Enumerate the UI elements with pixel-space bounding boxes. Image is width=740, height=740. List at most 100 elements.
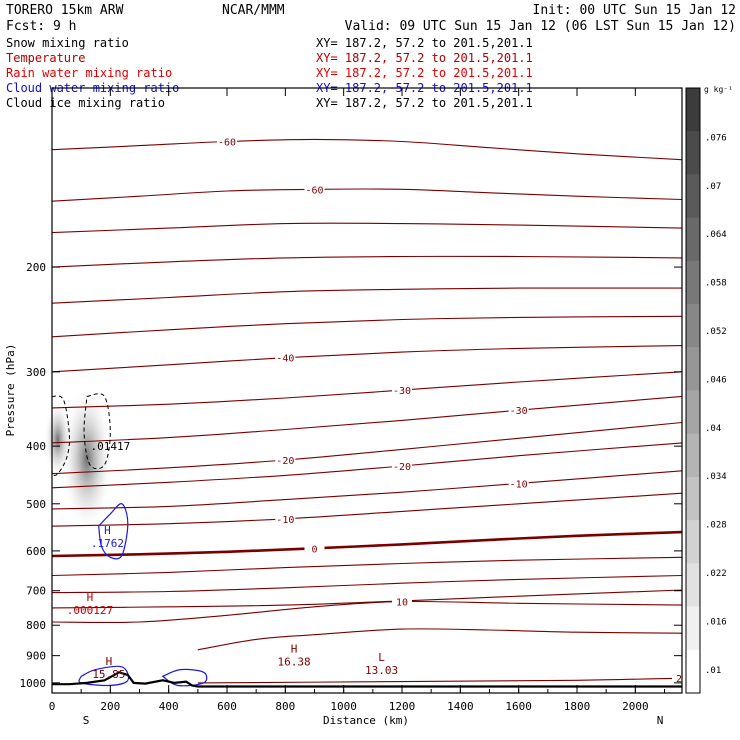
colorbar-tick-label: .016: [705, 617, 727, 627]
temperature-contour: [52, 345, 682, 373]
colorbar-tick-label: .028: [705, 521, 727, 531]
temperature-label-bg: [275, 453, 296, 465]
colorbar-swatch: [686, 304, 700, 348]
forecast-hour: Fcst: 9 h: [6, 19, 76, 34]
y-tick-label: 400: [26, 440, 46, 453]
temperature-contour-label: -60: [305, 185, 323, 196]
legend-field-xy: XY= 187.2, 57.2 to 201.5,201.1: [316, 36, 533, 50]
legend-field-name: Temperature: [6, 51, 85, 65]
colorbar-swatch: [686, 433, 700, 478]
x-endpoint-right: N: [657, 714, 664, 727]
colorbar-swatch: [686, 174, 700, 219]
temperature-contour: [52, 574, 682, 594]
temperature-contour: [197, 677, 682, 684]
y-tick-label: 300: [26, 366, 46, 379]
model-title: TORERO 15km ARW: [6, 3, 124, 18]
extremum-letter: H: [87, 591, 94, 604]
colorbar-tick-label: .046: [705, 375, 727, 385]
init-time: Init: 00 UTC Sun 15 Jan 12: [533, 3, 737, 18]
temperature-label-bg: [304, 183, 325, 195]
center-title: NCAR/MMM: [222, 3, 285, 18]
temperature-contour: [52, 492, 682, 527]
extremum-letter: H: [291, 643, 298, 656]
temperature-contour-label: -20: [393, 462, 411, 473]
x-tick-label: 1000: [330, 700, 357, 713]
colorbar-swatch: [686, 649, 700, 694]
temperature-contour-label: -30: [393, 386, 411, 397]
x-endpoint-left: S: [83, 714, 90, 727]
x-tick-label: 600: [217, 700, 237, 713]
extremum-letter: H: [104, 524, 111, 537]
colorbar-swatch: [686, 520, 700, 564]
x-tick-label: 1800: [564, 700, 591, 713]
temperature-contour: [52, 255, 682, 268]
temperature-contour-label: 0: [311, 544, 317, 555]
extremum-value: 13.03: [365, 664, 398, 677]
colorbar-tick-label: .07: [705, 182, 721, 192]
x-tick-label: 1200: [389, 700, 416, 713]
legend-field-xy: XY= 187.2, 57.2 to 201.5,201.1: [316, 96, 533, 110]
axes: 0 200 400 600 800 1000 1200 1400 1600 1800 2000200…: [20, 88, 682, 713]
temperature-label-bg: [508, 404, 529, 416]
x-tick-label: 2000: [622, 700, 649, 713]
y-tick-label: 500: [26, 498, 46, 511]
colorbar-swatch: [686, 131, 700, 175]
legend-field-xy: XY= 187.2, 57.2 to 201.5,201.1: [316, 51, 533, 65]
temperature-contour: [52, 600, 682, 624]
temperature-contour-label: -30: [510, 406, 528, 417]
x-tick-label: 1400: [447, 700, 474, 713]
temperature-contour-label: -10: [510, 479, 528, 490]
x-tick-label: 0: [49, 700, 56, 713]
legend-field-name: Rain water mixing ratio: [6, 66, 172, 80]
temperature-contour: [52, 589, 682, 609]
extremum-value: 16.38: [278, 656, 311, 669]
colorbar-swatch: [686, 563, 700, 608]
temperature-contour: [52, 188, 682, 202]
temperature-label-bg: [275, 351, 296, 363]
y-tick-label: 700: [26, 585, 46, 598]
legend-field-name: Snow mixing ratio: [6, 36, 129, 50]
snow-shade-edge: [43, 399, 72, 480]
cloud-water-contour: [98, 503, 129, 560]
temperature-contour: [52, 315, 682, 338]
temperature-contour-label: 10: [396, 598, 408, 609]
colorbar-frame: [685, 87, 701, 694]
temperature-label-bg: [392, 384, 412, 396]
x-tick-label: 1600: [505, 700, 532, 713]
temperature-contour: [52, 470, 682, 510]
temperature-contour: [52, 530, 682, 558]
temperature-label-bg: [304, 542, 325, 554]
temperature-contour: [52, 421, 682, 475]
x-axis-label: Distance (km): [323, 714, 409, 727]
extremum-value: 15.85: [92, 668, 125, 681]
temperature-label-bg: [508, 477, 529, 489]
extremum-value: .000127: [67, 604, 113, 617]
temperature-contour-label: -10: [276, 515, 294, 526]
legend-field-name: Cloud ice mixing ratio: [6, 96, 165, 110]
y-tick-label: 600: [26, 545, 46, 558]
temperature-label-bg: [392, 595, 412, 607]
plot-frame: [51, 87, 683, 694]
x-tick-label: 400: [159, 700, 179, 713]
temperature-contour-label: 20: [676, 674, 688, 685]
colorbar-tick-label: .058: [705, 279, 727, 289]
extremum-value: .1762: [91, 537, 124, 550]
colorbar-tick-label: .022: [705, 569, 727, 579]
colorbar-swatch: [686, 88, 700, 132]
field-legend: Snow mixing ratio XY= 187.2, 57.2 to 201.…: [6, 36, 533, 110]
legend-field-xy: XY= 187.2, 57.2 to 201.5,201.1: [316, 66, 533, 80]
colorbar-tick-label: .034: [705, 472, 727, 482]
extremum-letter: H: [106, 655, 113, 668]
colorbar-tick-label: .052: [705, 327, 727, 337]
x-tick-label: 200: [100, 700, 120, 713]
x-tick-label: 800: [275, 700, 295, 713]
terrain-line: [52, 671, 682, 688]
temperature-contour-label: -20: [276, 456, 294, 467]
colorbar-tick-label: .04: [705, 424, 721, 434]
temperature-contour-label: -40: [276, 354, 294, 365]
temperature-contour-label: -60: [218, 137, 236, 148]
colorbar-tick-label: .076: [705, 133, 727, 143]
extremum-value: .01417: [90, 440, 130, 453]
y-tick-label: 200: [26, 261, 46, 274]
